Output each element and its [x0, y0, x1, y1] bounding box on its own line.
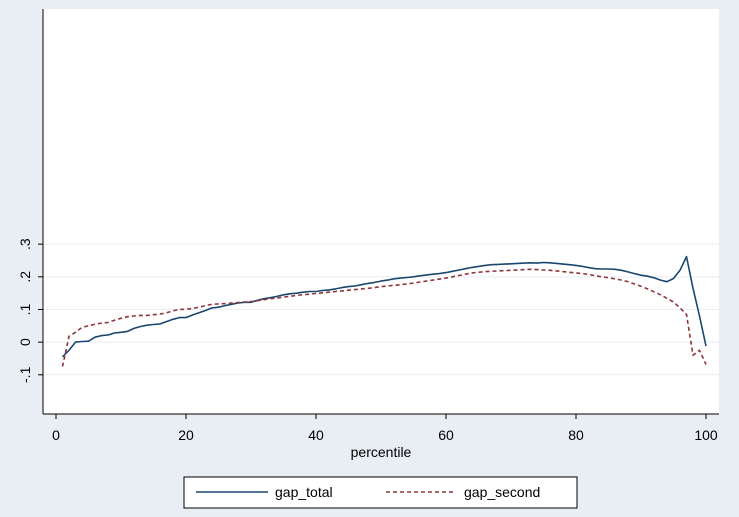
x-tick-label: 100 — [694, 427, 718, 443]
y-tick-label: .1 — [17, 303, 33, 315]
y-tick-label: .2 — [17, 271, 33, 283]
x-tick-label: 40 — [308, 427, 324, 443]
y-tick-label: .3 — [17, 238, 33, 250]
x-axis-label: percentile — [351, 444, 412, 460]
x-tick-label: 60 — [438, 427, 454, 443]
x-tick-label: 20 — [178, 427, 194, 443]
series-lines — [61, 255, 707, 367]
x-tick-label: 80 — [568, 427, 584, 443]
legend-label-gap-total: gap_total — [275, 484, 333, 500]
y-tick-label: 0 — [17, 338, 33, 346]
legend: gap_total gap_second — [183, 476, 578, 509]
legend-label-gap-second: gap_second — [464, 484, 540, 500]
x-tick-label: 0 — [52, 427, 60, 443]
plot-region — [43, 9, 719, 414]
series-line-gap-total — [61, 255, 707, 358]
y-tick-label: -.1 — [17, 366, 33, 383]
series-line-gap-second — [61, 268, 707, 367]
y-axis-ticks: -.1 0 .1 .2 .3 — [17, 238, 43, 383]
x-axis-ticks: 0 20 40 60 80 100 — [52, 414, 718, 443]
